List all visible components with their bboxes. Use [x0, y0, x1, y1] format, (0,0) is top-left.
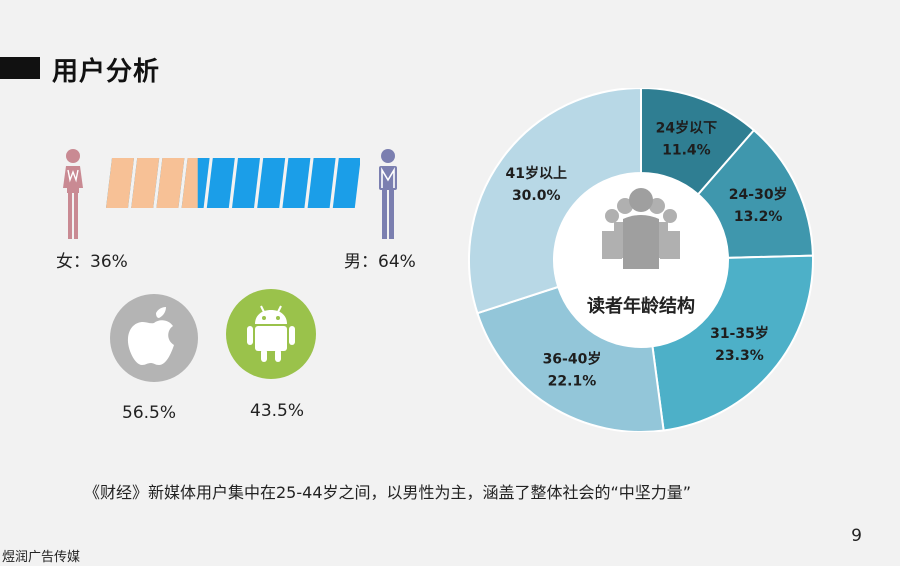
- page-title: 用户分析: [52, 57, 161, 87]
- title-marker: [0, 57, 40, 79]
- gender-stripe: [282, 158, 311, 208]
- gender-stripe-female-fill: [131, 158, 160, 208]
- android-percentage: 43.5%: [250, 401, 305, 421]
- summary-caption: 《财经》新媒体用户集中在25-44岁之间，以男性为主，涵盖了整体社会的“中坚力量…: [84, 483, 692, 502]
- donut-slice-value-label: 13.2%: [734, 209, 783, 225]
- donut-slice-value-label: 22.1%: [548, 374, 597, 390]
- people-group-icon: [602, 188, 680, 269]
- donut-center-title: 读者年龄结构: [587, 295, 695, 317]
- page-number: 9: [851, 526, 862, 546]
- apple-icon: [127, 307, 174, 365]
- donut-slice-category-label: 36-40岁: [543, 351, 602, 368]
- gender-ratio-bar: [106, 158, 360, 208]
- android-icon: [247, 305, 295, 362]
- gender-stripe: [307, 158, 336, 208]
- ios-badge: [110, 294, 198, 382]
- donut-slice-value-label: 30.0%: [512, 188, 561, 204]
- gender-stripe: [257, 158, 286, 208]
- donut-slice-category-label: 41岁以上: [505, 165, 566, 182]
- age-structure-donut-chart: 读者年龄结构 24岁以下 11.4% 24-30岁 13.2% 31-35岁 23.3% 3…: [468, 88, 814, 432]
- gender-stripe: [206, 158, 235, 208]
- female-label: 女：36%: [56, 252, 128, 272]
- female-figure-icon: [63, 149, 83, 239]
- android-badge: [226, 289, 316, 379]
- male-label: 男：64%: [344, 252, 416, 272]
- donut-slice-value-label: 23.3%: [715, 348, 764, 364]
- gender-stripe: [332, 158, 360, 208]
- gender-stripe-female-fill: [106, 158, 134, 208]
- donut-slice-category-label: 24岁以下: [656, 120, 717, 137]
- gender-stripe: [232, 158, 260, 208]
- gender-stripe-female-fill: [156, 158, 185, 208]
- donut-slice-value-label: 11.4%: [662, 143, 711, 159]
- donut-slice-category-label: 24-30岁: [729, 186, 788, 203]
- footer-brand: 煜润广告传媒: [2, 550, 81, 565]
- donut-slice-category-label: 31-35岁: [710, 325, 769, 342]
- ios-percentage: 56.5%: [122, 403, 177, 423]
- male-figure-icon: [379, 149, 397, 239]
- gender-stripe-female-fill: [181, 158, 198, 208]
